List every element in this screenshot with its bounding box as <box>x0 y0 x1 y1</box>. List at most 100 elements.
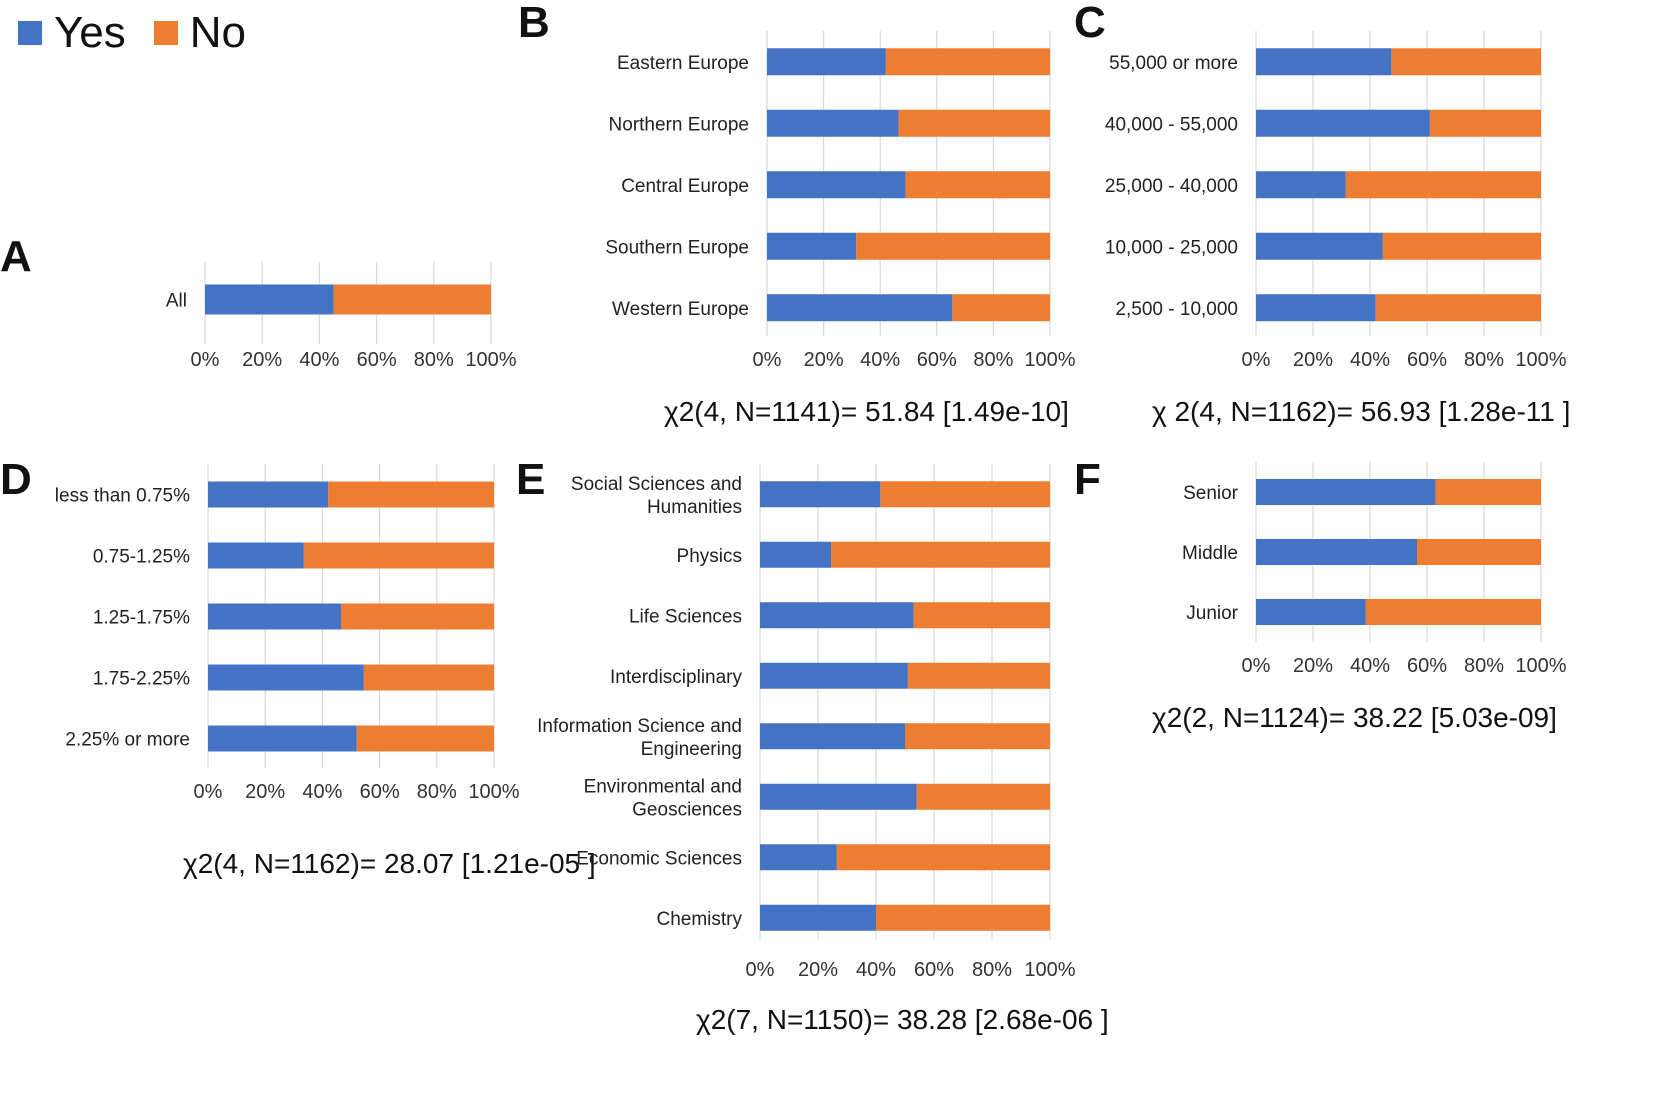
bar-d-1-yes <box>208 542 304 569</box>
bar-b-3-yes <box>767 232 857 260</box>
chi-square-stat-e: χ2(7, N=1150)= 38.28 [2.68e-06 ] <box>696 1004 1109 1035</box>
bar-e-7-yes <box>760 904 876 931</box>
chi-square-stat-b: χ2(4, N=1141)= 51.84 [1.49e-10] <box>664 396 1069 427</box>
bar-d-4-no <box>356 725 494 752</box>
chart-panel-a: 0% 20% 40% 60% 80% 100% All <box>166 262 517 371</box>
bar-e-6-yes <box>760 844 837 871</box>
category-label-d-2: 1.25-1.75% <box>93 608 190 629</box>
bar-c-1-no <box>1429 109 1541 137</box>
x-tick-label-e-3: 60% <box>914 959 954 981</box>
bar-e-1-yes <box>760 541 832 568</box>
bar-d-1-no <box>303 542 494 569</box>
category-label-c-0: 55,000 or more <box>1109 53 1238 74</box>
category-label-e-4-0: Information Science and <box>537 716 742 737</box>
x-tick-label-e-0: 0% <box>746 959 775 981</box>
chart-panel-c: 0% 20% 40% 60% 80% 100% 55,000 or more 40,000 -… <box>1105 31 1567 371</box>
bar-b-4-yes <box>767 294 953 322</box>
bar-c-3-no <box>1382 232 1541 260</box>
bar-c-4-yes <box>1256 294 1376 322</box>
category-label-f-1: Middle <box>1182 543 1238 564</box>
bar-d-2-no <box>340 603 494 630</box>
chart-panel-d: 0% 20% 40% 60% 80% 100% less than 0.75% 0.75-1.… <box>55 464 520 803</box>
bar-f-0-yes <box>1256 479 1436 505</box>
category-label-b-2: Central Europe <box>621 176 749 197</box>
bar-b-1-yes <box>767 109 899 137</box>
category-label-b-1: Northern Europe <box>609 114 749 135</box>
category-label-e-7: Chemistry <box>656 909 742 930</box>
chi-square-stat-d: χ2(4, N=1162)= 28.07 [1.21e-05 ] <box>183 848 596 879</box>
legend-swatch-no <box>153 21 178 45</box>
category-label-b-3: Southern Europe <box>605 237 749 258</box>
panel-letter-f: F <box>1074 455 1101 504</box>
category-label-d-4: 2.25% or more <box>65 730 190 751</box>
x-tick-label-d-5: 100% <box>468 781 519 803</box>
x-tick-label-f-0: 0% <box>1242 655 1271 677</box>
category-label-b-4: Western Europe <box>612 299 749 320</box>
bar-b-4-no <box>952 294 1050 322</box>
bar-b-3-no <box>856 232 1050 260</box>
x-tick-label-a-1: 20% <box>242 349 282 371</box>
x-tick-label-b-0: 0% <box>753 349 782 371</box>
x-tick-label-a-0: 0% <box>191 349 220 371</box>
x-tick-label-a-5: 100% <box>465 349 516 371</box>
x-tick-label-e-4: 80% <box>972 959 1012 981</box>
x-tick-label-c-0: 0% <box>1242 349 1271 371</box>
category-label-b-0: Eastern Europe <box>617 53 749 74</box>
category-label-e-0-0: Social Sciences and <box>571 474 742 495</box>
category-label-e-3: Interdisciplinary <box>610 667 742 688</box>
x-tick-label-c-5: 100% <box>1515 349 1566 371</box>
x-tick-label-b-4: 80% <box>973 349 1013 371</box>
x-tick-label-e-1: 20% <box>798 959 838 981</box>
bar-e-3-yes <box>760 662 908 689</box>
bar-d-2-yes <box>208 603 341 630</box>
x-tick-label-a-2: 40% <box>299 349 339 371</box>
bar-d-3-yes <box>208 664 364 691</box>
bar-b-0-yes <box>767 48 886 76</box>
legend-item-yes: Yes <box>18 8 126 58</box>
category-label-e-5-0: Environmental and <box>584 776 742 797</box>
panel-letter-b: B <box>518 0 550 47</box>
category-label-f-2: Junior <box>1186 603 1238 624</box>
category-label-d-1: 0.75-1.25% <box>93 547 190 568</box>
bar-b-2-yes <box>767 171 906 199</box>
panel-letter-e: E <box>516 455 546 504</box>
x-tick-label-b-3: 60% <box>917 349 957 371</box>
category-label-e-4-1: Engineering <box>641 739 742 760</box>
bar-b-0-no <box>885 48 1050 76</box>
chart-panel-f: 0% 20% 40% 60% 80% 100% Senior Middle Junior <box>1182 462 1567 677</box>
category-label-e-2: Life Sciences <box>629 606 742 627</box>
bar-e-0-no <box>880 481 1050 508</box>
category-label-a-0: All <box>166 291 187 312</box>
bar-e-4-no <box>905 723 1050 750</box>
panel-letter-d: D <box>0 455 32 504</box>
bar-e-5-no <box>916 783 1050 810</box>
category-label-e-1: Physics <box>677 546 742 567</box>
bar-f-1-no <box>1417 539 1541 565</box>
bar-f-0-no <box>1435 479 1541 505</box>
x-tick-label-e-5: 100% <box>1024 959 1075 981</box>
x-tick-label-b-5: 100% <box>1024 349 1075 371</box>
bar-e-7-no <box>876 904 1050 931</box>
category-label-e-0-1: Humanities <box>647 497 742 518</box>
bar-f-2-no <box>1365 599 1541 625</box>
bar-e-2-yes <box>760 602 914 629</box>
x-tick-label-b-2: 40% <box>860 349 900 371</box>
bar-c-2-yes <box>1256 171 1346 199</box>
bar-e-5-yes <box>760 783 917 810</box>
category-label-f-0: Senior <box>1183 483 1239 504</box>
bar-b-1-no <box>898 109 1050 137</box>
bar-e-2-no <box>913 602 1050 629</box>
bar-f-1-yes <box>1256 539 1418 565</box>
bar-c-2-no <box>1345 171 1541 199</box>
x-tick-label-d-0: 0% <box>194 781 223 803</box>
legend-label-no: No <box>189 8 247 57</box>
x-tick-label-d-3: 60% <box>360 781 400 803</box>
category-label-d-3: 1.75-2.25% <box>93 669 190 690</box>
bar-a-0-yes <box>205 284 334 315</box>
chi-square-stat-f: χ2(2, N=1124)= 38.22 [5.03e-09] <box>1152 702 1557 733</box>
bar-e-4-yes <box>760 723 905 750</box>
x-tick-label-f-2: 40% <box>1350 655 1390 677</box>
bar-d-0-yes <box>208 481 329 508</box>
legend-label-yes: Yes <box>54 8 126 57</box>
